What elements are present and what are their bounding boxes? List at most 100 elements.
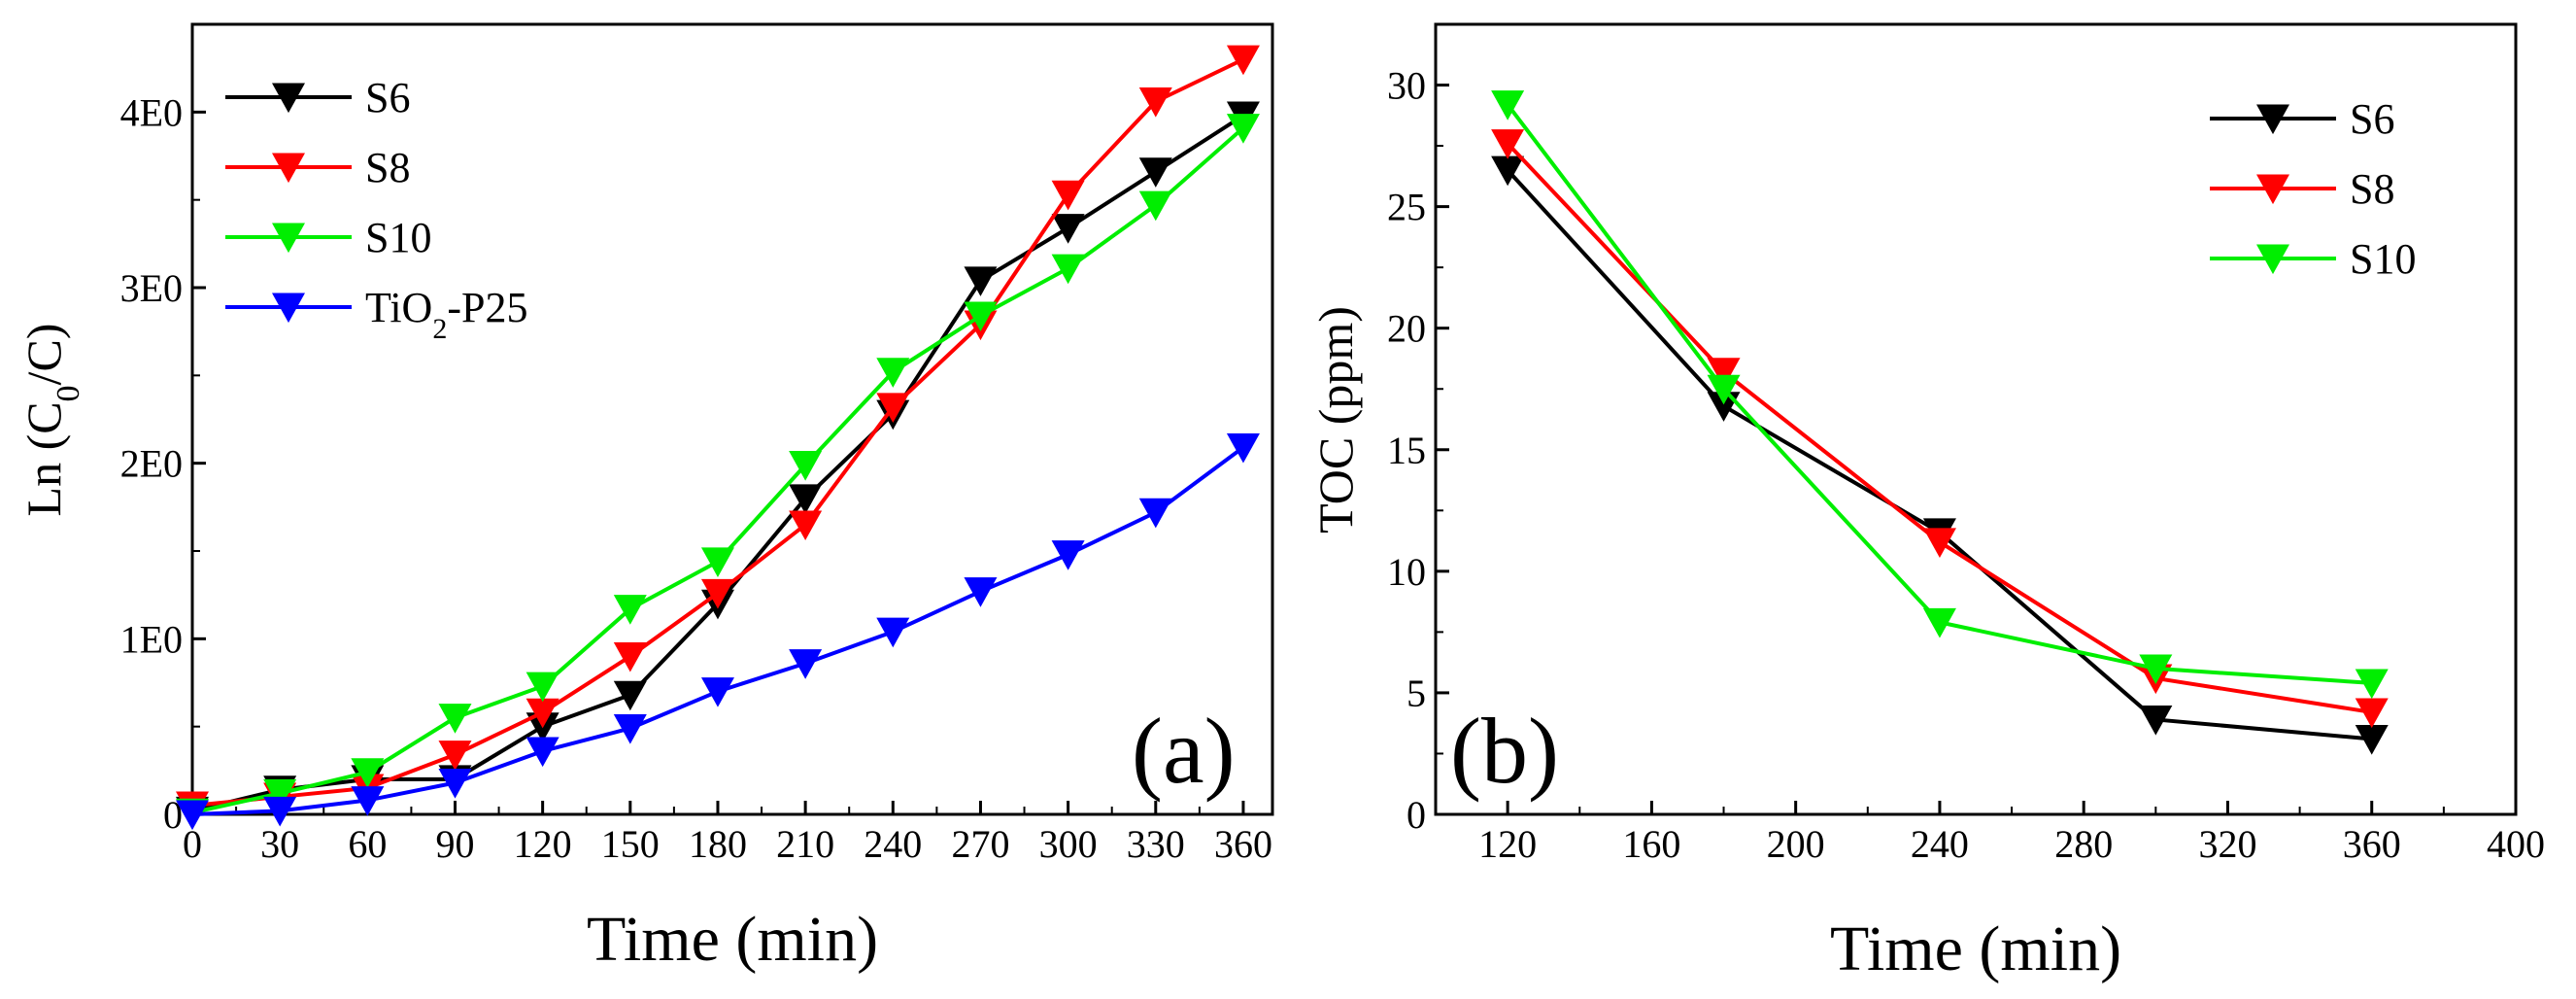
legend-marker	[2256, 104, 2289, 135]
legend-marker	[272, 223, 305, 254]
x-tick-label: 0	[183, 822, 202, 866]
y-tick-label: 1E0	[120, 617, 183, 661]
data-point	[1051, 254, 1085, 285]
data-point	[2355, 698, 2389, 729]
data-point	[1138, 157, 1172, 188]
y-axis-title: TOC (ppm)	[1308, 306, 1363, 534]
x-tick-label: 240	[864, 822, 922, 866]
plot-frame	[190, 22, 1274, 816]
y-tick-label: 25	[1387, 186, 1426, 229]
x-tick-label: 120	[1478, 822, 1537, 866]
data-point	[1138, 498, 1172, 529]
y-axis-title-suffix: /C)	[17, 324, 71, 386]
x-tick-label: 30	[260, 822, 299, 866]
legend-label: S8	[365, 144, 410, 191]
x-tick-label: 60	[348, 822, 387, 866]
x-tick-label: 330	[1127, 822, 1185, 866]
x-tick-label: 300	[1039, 822, 1098, 866]
legend-label: S10	[365, 214, 431, 261]
data-point	[876, 358, 910, 388]
data-point	[2355, 725, 2389, 755]
y-tick-label: 3E0	[120, 266, 183, 310]
series-line-s10	[1506, 103, 2372, 685]
y-tick-label: 0	[163, 793, 183, 837]
data-point	[263, 796, 297, 827]
data-point	[1491, 90, 1525, 121]
x-tick-label: 180	[689, 822, 747, 866]
data-point	[700, 578, 734, 609]
legend-label-main: TiO	[365, 284, 432, 331]
data-point	[2355, 669, 2389, 700]
legend-label: S10	[2350, 235, 2416, 283]
data-point	[2139, 654, 2173, 685]
x-tick-label: 120	[514, 822, 572, 866]
legend-label: TiO2-P25	[365, 284, 527, 345]
data-point	[438, 741, 472, 771]
y-tick-label: 0	[1407, 793, 1426, 837]
data-point	[964, 301, 998, 332]
data-point	[1138, 190, 1172, 222]
axis-ticks: 120 160 200 240 280 320 360 400 0 5 10 15 20 25 30	[1387, 64, 2545, 866]
data-point	[1051, 180, 1085, 211]
data-point	[1922, 607, 1956, 638]
legend: S6 S8 S10	[2210, 95, 2416, 283]
data-point	[1226, 45, 1260, 76]
x-tick-label: 160	[1622, 822, 1680, 866]
legend-marker	[272, 83, 305, 114]
data-point	[613, 595, 647, 625]
legend-marker	[272, 153, 305, 184]
series-line-s6	[1506, 168, 2372, 741]
x-axis-title: Time (min)	[587, 904, 878, 975]
y-axis-title: Ln (C0/C)	[17, 324, 86, 517]
axis-ticks: 0 30 60 90 120 150 180 210 240 270 300 330 360 0 1E0 2E…	[120, 90, 1272, 866]
data-point	[613, 641, 647, 672]
data-point	[351, 758, 385, 788]
legend-label: S8	[2350, 165, 2394, 213]
data-point	[525, 672, 559, 703]
panel-label: (b)	[1450, 699, 1559, 803]
y-axis-title-prefix: Ln (C	[17, 401, 71, 516]
x-tick-label: 360	[1214, 822, 1272, 866]
legend-label-sub: 2	[432, 313, 447, 345]
data-point	[438, 704, 472, 734]
x-tick-label: 320	[2198, 822, 2256, 866]
legend-marker	[2256, 174, 2289, 205]
x-tick-label: 280	[2054, 822, 2113, 866]
x-tick-label: 240	[1911, 822, 1969, 866]
data-point	[700, 547, 734, 577]
data-point	[438, 769, 472, 799]
data-point	[789, 451, 823, 481]
x-tick-label: 400	[2487, 822, 2545, 866]
legend-label-rest: -P25	[447, 284, 527, 331]
legend-marker	[272, 293, 305, 324]
y-tick-label: 10	[1387, 550, 1426, 594]
data-point	[789, 484, 823, 514]
data-point	[351, 786, 385, 816]
data-point	[2139, 705, 2173, 736]
data-point	[789, 649, 823, 679]
x-tick-label: 270	[951, 822, 1009, 866]
data-point	[1707, 374, 1741, 405]
x-tick-label: 360	[2343, 822, 2401, 866]
data-point	[613, 714, 647, 744]
x-axis-title: Time (min)	[1830, 913, 2121, 984]
data-point	[1051, 540, 1085, 570]
data-point	[876, 617, 910, 648]
data-point	[876, 393, 910, 424]
y-tick-label: 20	[1387, 307, 1426, 351]
y-tick-label: 2E0	[120, 442, 183, 486]
series-line-tio2-p25	[191, 445, 1245, 816]
data-series	[176, 45, 1260, 831]
x-tick-label: 90	[435, 822, 474, 866]
x-tick-label: 150	[601, 822, 660, 866]
data-point	[1226, 432, 1260, 464]
data-point	[1491, 129, 1525, 159]
y-tick-label: 30	[1387, 64, 1426, 108]
legend-marker	[2256, 244, 2289, 275]
data-point	[263, 778, 297, 810]
legend: S6 S8 S10 TiO2-P25	[225, 74, 527, 345]
y-tick-label: 15	[1387, 429, 1426, 472]
data-series	[1491, 90, 2389, 755]
